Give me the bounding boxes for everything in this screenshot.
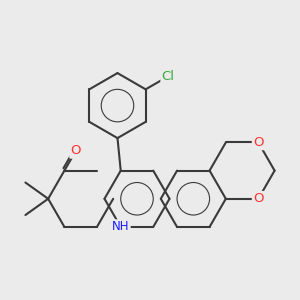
Text: O: O	[253, 192, 264, 205]
Text: O: O	[70, 144, 81, 158]
Text: O: O	[253, 136, 264, 149]
Text: NH: NH	[112, 220, 130, 233]
Text: Cl: Cl	[162, 70, 175, 83]
